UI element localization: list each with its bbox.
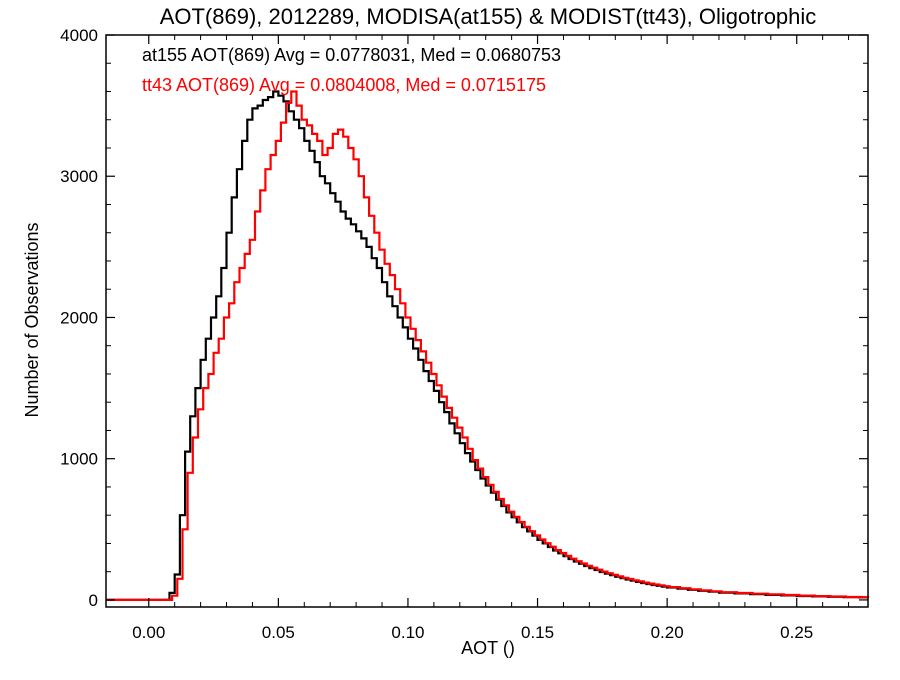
y-tick-label: 3000 bbox=[60, 167, 98, 186]
x-tick-label: 0.20 bbox=[651, 623, 684, 642]
y-tick-label: 4000 bbox=[60, 26, 98, 45]
y-tick-label: 1000 bbox=[60, 450, 98, 469]
x-axis-label: AOT () bbox=[461, 638, 515, 658]
x-tick-label: 0.25 bbox=[780, 623, 813, 642]
ticks-layer: 0.00 0.05 0.10 0.15 0.20 0.25 0 1000 2000 3000 400… bbox=[60, 26, 868, 642]
y-tick-label: 2000 bbox=[60, 308, 98, 327]
plot-frame bbox=[105, 34, 869, 608]
x-tick-label: 0.10 bbox=[391, 623, 424, 642]
chart-title: AOT(869), 2012289, MODISA(at155) & MODIS… bbox=[160, 4, 817, 29]
y-axis-label: Number of Observations bbox=[22, 222, 42, 417]
x-tick-label: 0.15 bbox=[521, 623, 554, 642]
x-tick-label: 0.00 bbox=[132, 623, 165, 642]
series-layer bbox=[106, 90, 870, 601]
y-tick-label: 0 bbox=[89, 591, 98, 610]
x-tick-label: 0.05 bbox=[262, 623, 295, 642]
legend-label-at155: at155 AOT(869) Avg = 0.0778031, Med = 0.… bbox=[142, 45, 561, 65]
legend-label-tt43: tt43 AOT(869) Avg = 0.0804008, Med = 0.0… bbox=[142, 75, 546, 95]
series-line-tt43 bbox=[106, 90, 870, 601]
